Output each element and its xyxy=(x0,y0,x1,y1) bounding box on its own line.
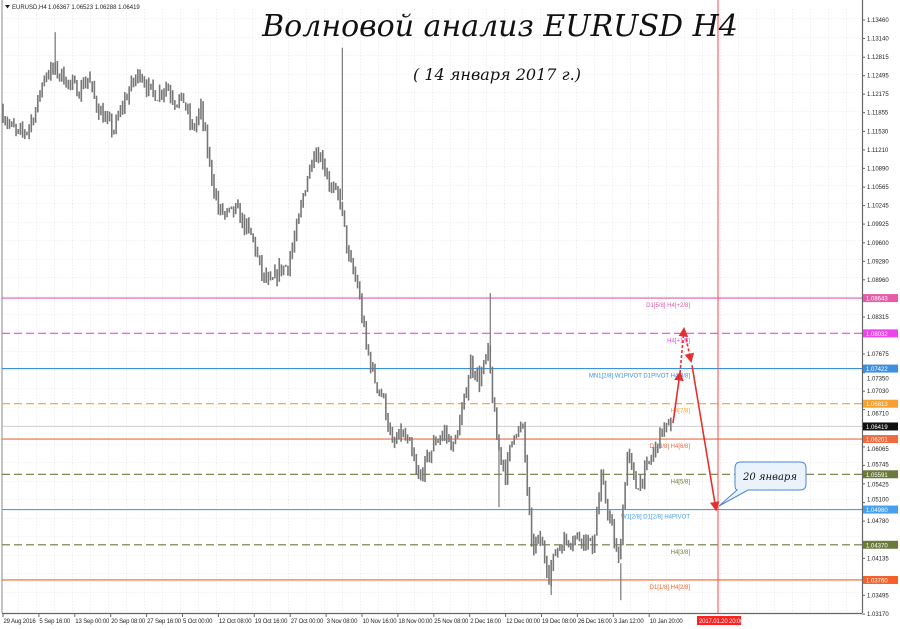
forecast-arrow-dashed-up xyxy=(678,326,689,374)
price-tick-label: 1.07350 xyxy=(867,377,889,383)
price-tick-label: 1.05100 xyxy=(867,498,889,504)
level-price-tag xyxy=(863,435,898,444)
time-tick-label: 3 Nov 08:00 xyxy=(327,619,359,625)
price-tick-label: 1.12175 xyxy=(867,92,889,98)
forecast-arrow-dashed-down xyxy=(683,328,695,364)
price-tick-label: 1.13140 xyxy=(867,36,889,42)
level-price-tag xyxy=(863,575,898,584)
price-tick-label: 1.10565 xyxy=(867,185,889,191)
time-tick-label: 19 Oct 16:00 xyxy=(255,619,288,625)
level-price-tag-text: 1.03760 xyxy=(866,578,888,584)
price-tick-label: 1.10245 xyxy=(867,204,889,210)
price-tick-label: 1.11855 xyxy=(867,111,889,117)
price-tick-label: 1.09280 xyxy=(867,259,889,265)
chart-title: Волновой анализ EURUSD H4 xyxy=(261,9,738,44)
level-price-tag xyxy=(863,329,898,338)
price-tick-label: 1.04780 xyxy=(867,519,889,525)
price-tick-label: 1.06065 xyxy=(867,447,889,453)
level-label: D1[3/8] H4[6/8] xyxy=(650,444,691,450)
marker-time-text: 2017.01.20 20:00 xyxy=(699,619,744,625)
candles xyxy=(2,32,672,601)
current-price-tag xyxy=(863,422,898,431)
price-tick-label: 1.12815 xyxy=(867,55,889,61)
time-tick-label: 13 Sep 00:00 xyxy=(75,619,110,625)
level-price-tag-text: 1.05591 xyxy=(866,473,888,479)
symbol-label: EURUSD,H4 xyxy=(12,5,47,11)
level-price-tag xyxy=(863,470,898,479)
forecast-arrows xyxy=(672,326,720,512)
price-tick-label: 1.10890 xyxy=(867,166,889,172)
time-tick-label: 20 Sep 08:00 xyxy=(111,619,146,625)
symbol-header: EURUSD,H4 1.06367 1.06523 1.06288 1.0641… xyxy=(5,5,140,11)
level-label: D1[1/8] H4[2/8] xyxy=(650,585,691,591)
price-tick-label: 1.09925 xyxy=(867,222,889,228)
forecast-arrow-up xyxy=(672,371,684,424)
time-axis[interactable]: 29 Aug 2016 5 Sep 16:00 13 Sep 00:00 20 Sep… xyxy=(2,613,744,625)
level-price-tag-text: 1.06813 xyxy=(866,402,888,408)
price-axis[interactable]: 1.13460 1.13140 1.12815 1.12495 1.12175 1.118… xyxy=(862,18,898,618)
level-price-tag-text: 1.06201 xyxy=(866,438,888,444)
price-tick-label: 1.12495 xyxy=(867,74,889,80)
price-tick-label: 1.08960 xyxy=(867,278,889,284)
level-label: H4[5/8] xyxy=(671,479,691,485)
time-tick-label: 27 Oct 00:00 xyxy=(291,619,324,625)
level-label: H4[7/8] xyxy=(671,409,691,415)
level-label: MN1[2/8] W1PIVOT D1PIVOT H4[8/8] xyxy=(589,374,690,380)
price-tick-label: 1.08315 xyxy=(867,315,889,321)
level-price-tag xyxy=(863,364,898,373)
time-tick-label: 26 Dec 16:00 xyxy=(578,619,613,625)
price-tick-label: 1.09600 xyxy=(867,241,889,247)
price-tick-label: 1.05425 xyxy=(867,482,889,488)
price-tick-label: 1.06710 xyxy=(867,412,889,418)
time-tick-label: 25 Nov 08:00 xyxy=(434,619,469,625)
marker-time-tag xyxy=(697,616,741,625)
callout: 20 января xyxy=(718,461,807,507)
time-tick-label: 12 Dec 00:00 xyxy=(506,619,541,625)
time-tick-label: 27 Sep 16:00 xyxy=(147,619,182,625)
time-tick-label: 18 Nov 00:00 xyxy=(398,619,433,625)
level-price-tag xyxy=(863,540,898,549)
price-tick-label: 1.13460 xyxy=(867,18,889,24)
dropdown-triangle-icon[interactable] xyxy=(5,5,10,9)
time-tick-label: 12 Oct 08:00 xyxy=(219,619,252,625)
price-tick-label: 1.05745 xyxy=(867,462,889,468)
time-tick-label: 3 Jan 12:00 xyxy=(614,619,645,625)
level-price-tag xyxy=(863,399,898,408)
level-price-tag-text: 1.04370 xyxy=(866,543,888,549)
level-price-tag-text: 1.04980 xyxy=(866,508,888,514)
level-price-tag-text: 1.07422 xyxy=(866,367,888,373)
level-label: H4[3/8] xyxy=(671,550,691,556)
price-tick-label: 1.07030 xyxy=(867,389,889,395)
forecast-arrow-down xyxy=(691,365,720,512)
level-lines: D1[5/8] H4[+2/8] H4[+1/8] MN1[2/8] W1PIVOT… xyxy=(2,297,862,591)
time-tick-label: 19 Dec 08:00 xyxy=(542,619,577,625)
level-price-tag-text: 1.08032 xyxy=(866,332,888,338)
plot-area xyxy=(2,8,862,613)
time-tick-label: 5 Sep 16:00 xyxy=(39,619,71,625)
chart-subtitle: ( 14 января 2017 г.) xyxy=(413,65,581,84)
price-tick-label: 1.11210 xyxy=(867,148,889,154)
time-tick-label: 2 Dec 16:00 xyxy=(470,619,502,625)
current-price-text: 1.06419 xyxy=(866,425,888,431)
level-label: D1[5/8] H4[+2/8] xyxy=(646,303,690,309)
level-label: W1[2/8] D1[2/8] H4PIVOT xyxy=(621,515,690,521)
price-tick-label: 1.07675 xyxy=(867,352,889,358)
level-price-tag-text: 1.08643 xyxy=(866,297,888,303)
price-tick-label: 1.04135 xyxy=(867,556,889,562)
time-tick-label: 10 Nov 16:00 xyxy=(363,619,398,625)
time-tick-label: 10 Jan 20:00 xyxy=(650,619,684,625)
level-price-tag xyxy=(863,505,898,514)
price-tick-label: 1.03495 xyxy=(867,593,889,599)
level-label: H4[+1/8] xyxy=(667,338,690,344)
time-tick-label: 5 Oct 00:00 xyxy=(183,619,213,625)
level-price-tag xyxy=(863,294,898,303)
time-tick-label: 29 Aug 2016 xyxy=(4,619,37,625)
callout-bubble xyxy=(718,461,807,507)
price-tick-label: 1.11530 xyxy=(867,129,889,135)
callout-text: 20 января xyxy=(742,472,797,483)
price-tick-label: 1.03170 xyxy=(867,612,889,618)
ohlc-values: 1.06367 1.06523 1.06288 1.06419 xyxy=(48,5,140,11)
